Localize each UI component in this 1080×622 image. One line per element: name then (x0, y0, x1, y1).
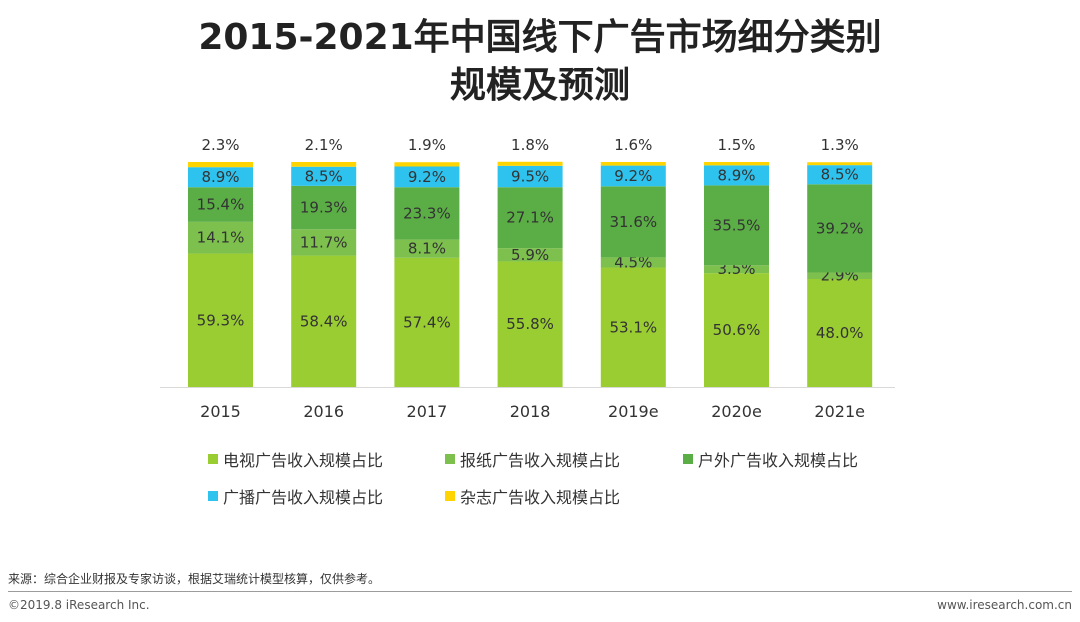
bar-segment (807, 184, 873, 273)
bar-segment (188, 167, 253, 188)
bar-segment (600, 257, 666, 268)
chart-subtitle: 规模及预测 (449, 65, 630, 106)
data-label: 9.5% (511, 168, 549, 186)
data-label: 39.2% (816, 219, 864, 237)
bar-segment (291, 162, 357, 167)
bar-segment (394, 166, 460, 188)
x-tick-label: 2018 (510, 402, 551, 421)
data-label: 1.5% (717, 136, 755, 154)
legend-item-tv: 电视广告收入规模占比 (208, 447, 383, 471)
data-label: 1.6% (614, 136, 652, 154)
data-label: 35.5% (713, 216, 761, 234)
legend-label-magazine: 杂志广告收入规模占比 (460, 488, 621, 507)
data-label: 1.9% (408, 136, 446, 154)
legend-label-newspaper: 报纸广告收入规模占比 (460, 451, 621, 470)
bar-segment (188, 162, 253, 168)
legend-swatch-magazine (445, 491, 455, 501)
legend-swatch-outdoor (683, 454, 693, 464)
data-label: 8.9% (201, 168, 239, 186)
bar-segment (291, 255, 357, 387)
data-label: 2.3% (201, 136, 239, 154)
bar-segment (600, 162, 666, 166)
footer-divider (8, 591, 1072, 592)
x-tick-label: 2015 (200, 402, 241, 421)
bar-segment (704, 273, 769, 387)
bar-segment (807, 165, 873, 185)
legend-item-outdoor: 户外广告收入规模占比 (683, 447, 858, 471)
bar-segment (188, 221, 253, 254)
website-link[interactable]: www.iresearch.com.cn (937, 598, 1072, 612)
bar-segment (497, 165, 563, 188)
bar-segment (291, 166, 357, 186)
legend-label-tv: 电视广告收入规模占比 (223, 451, 384, 470)
bar-segment (807, 279, 873, 387)
bar-segment (291, 185, 357, 230)
bar-segment (704, 265, 769, 274)
data-label: 31.6% (609, 213, 657, 231)
data-label: 8.5% (821, 166, 859, 184)
data-label: 9.2% (614, 167, 652, 185)
source-note: 来源：综合企业财报及专家访谈，根据艾瑞统计模型核算，仅供参考。 (8, 572, 381, 586)
data-label: 8.5% (305, 167, 343, 185)
bar-segment (394, 187, 460, 240)
data-label: 9.2% (408, 168, 446, 186)
data-label: 4.5% (614, 253, 652, 271)
data-label: 48.0% (816, 324, 864, 342)
bar-segment (497, 261, 563, 387)
data-label: 59.3% (197, 311, 245, 329)
data-label: 58.4% (300, 312, 348, 330)
x-tick-label: 2019e (608, 402, 659, 421)
bar-segment (807, 272, 873, 279)
bar-segment (497, 248, 563, 262)
legend-item-newspaper: 报纸广告收入规模占比 (445, 447, 620, 471)
data-label: 8.9% (717, 166, 755, 184)
data-label: 19.3% (300, 199, 348, 217)
bar-segment (704, 162, 769, 166)
bar-segment (600, 267, 666, 387)
bar-segment (394, 257, 460, 387)
x-tick-label: 2016 (303, 402, 344, 421)
x-tick-label: 2021e (814, 402, 865, 421)
data-label: 57.4% (403, 313, 451, 331)
data-label: 27.1% (506, 209, 554, 227)
legend-label-outdoor: 户外广告收入规模占比 (698, 451, 859, 470)
data-label: 50.6% (713, 321, 761, 339)
bar-segment (291, 229, 357, 256)
legend-swatch-tv (208, 454, 218, 464)
x-tick-label: 2017 (407, 402, 448, 421)
bar-segment (394, 239, 460, 258)
legend-label-radio: 广播广告收入规模占比 (223, 488, 384, 507)
copyright: ©2019.8 iResearch Inc. (8, 598, 150, 612)
chart-title: 2015-2021年中国线下广告市场细分类别 (198, 17, 882, 58)
data-label: 14.1% (197, 229, 245, 247)
data-label: 55.8% (506, 315, 554, 333)
bar-segment (394, 162, 460, 167)
data-label: 11.7% (300, 233, 348, 251)
bar-segment (704, 185, 769, 266)
bar-segment (188, 253, 253, 387)
data-label: 23.3% (403, 204, 451, 222)
bar-segment (497, 187, 563, 249)
data-label: 15.4% (197, 196, 245, 214)
data-label: 53.1% (609, 318, 657, 336)
bar-segment (188, 187, 253, 222)
bar-segment (704, 165, 769, 186)
data-label: 5.9% (511, 246, 549, 264)
x-tick-label: 2020e (711, 402, 762, 421)
data-label: 1.3% (821, 136, 859, 154)
legend-item-magazine: 杂志广告收入规模占比 (445, 484, 620, 508)
data-label: 8.1% (408, 240, 446, 258)
bar-segment (497, 161, 563, 166)
bar-segment (807, 162, 873, 166)
bar-segment (600, 186, 666, 258)
bar-segment (600, 165, 666, 187)
legend-swatch-radio (208, 491, 218, 501)
data-label: 1.8% (511, 136, 549, 154)
legend-swatch-newspaper (445, 454, 455, 464)
data-label: 2.1% (305, 136, 343, 154)
legend-item-radio: 广播广告收入规模占比 (208, 484, 383, 508)
